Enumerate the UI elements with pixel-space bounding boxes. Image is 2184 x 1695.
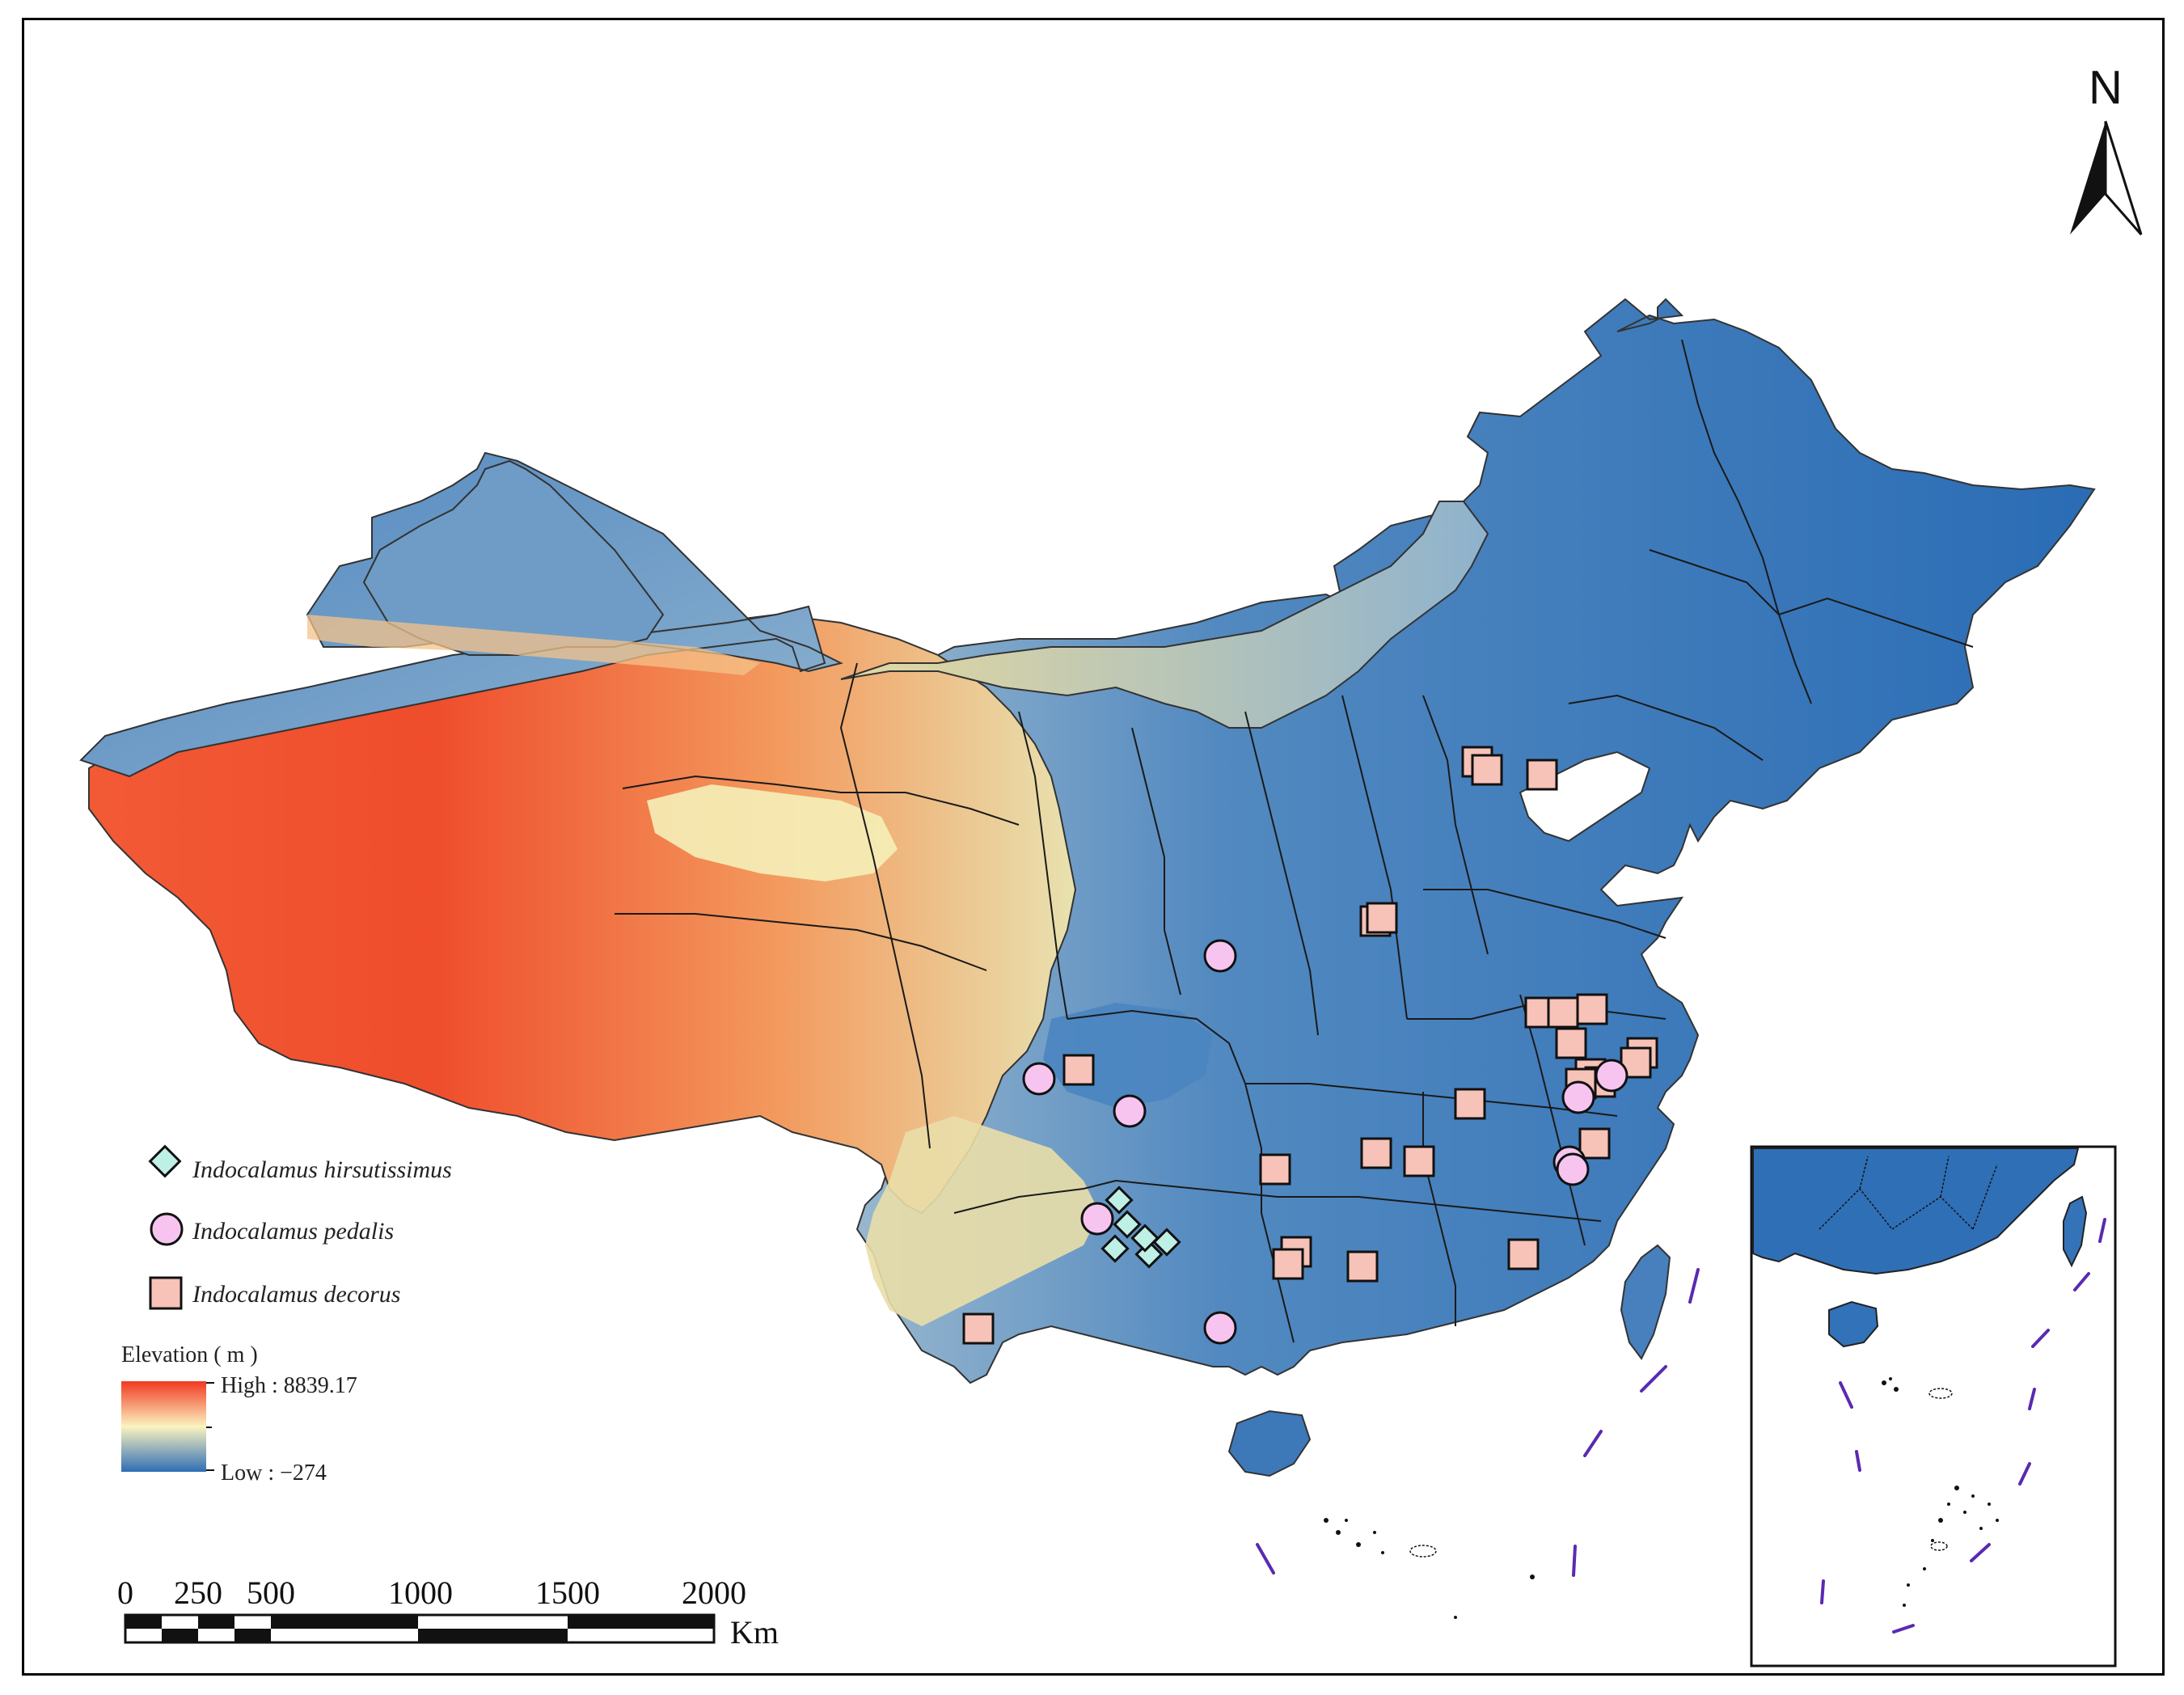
scale-tick-500: 500 xyxy=(247,1575,295,1611)
hainan-island xyxy=(1227,1410,1312,1477)
elevation-high-label: High : 8839.17 xyxy=(221,1373,357,1398)
inset-islands xyxy=(1882,1377,1999,1607)
qaidam-basin xyxy=(647,784,898,881)
elevation-legend: Elevation ( m ) High : 8839.17 Low : −27… xyxy=(121,1342,357,1486)
yunnan-highlands xyxy=(865,1116,1100,1326)
china-east-land xyxy=(840,298,2096,1384)
scale-tick-1000: 1000 xyxy=(388,1575,453,1611)
pedalis-point xyxy=(1595,1059,1628,1093)
scale-tick-2000: 2000 xyxy=(682,1575,746,1611)
north-arrow-icon xyxy=(2070,121,2106,235)
decorus-point xyxy=(1555,1027,1587,1059)
pedalis-point xyxy=(1203,939,1237,973)
elevation-colorbar xyxy=(121,1381,206,1472)
legend-pedalis: Indocalamus pedalis xyxy=(192,1218,394,1245)
points-hirsutissimus xyxy=(1100,1186,1181,1269)
scale-bar: 0 250 500 1000 1500 2000 Km xyxy=(117,1575,779,1651)
hirsutissimus-point xyxy=(1113,1210,1142,1239)
scale-unit: Km xyxy=(730,1614,779,1651)
species-legend: Indocalamus hirsutissimus Indocalamus pe… xyxy=(148,1144,452,1310)
north-label: N xyxy=(2089,61,2123,114)
elevation-title: Elevation ( m ) xyxy=(121,1342,258,1367)
decorus-point xyxy=(1454,1088,1486,1120)
square-icon xyxy=(149,1276,183,1310)
decorus-point xyxy=(1259,1153,1291,1186)
decorus-point xyxy=(1547,996,1579,1029)
hirsutissimus-point xyxy=(1130,1224,1160,1253)
decorus-point xyxy=(962,1312,995,1345)
legend-hirsutissimus: Indocalamus hirsutissimus xyxy=(192,1156,452,1183)
decorus-point xyxy=(1360,1137,1392,1169)
circle-icon xyxy=(150,1212,184,1246)
inset-hainan xyxy=(1828,1300,1879,1348)
scs-islands xyxy=(1324,1518,1535,1619)
legend-decorus: Indocalamus decorus xyxy=(192,1281,400,1308)
inset-taiwan xyxy=(2063,1195,2088,1268)
decorus-point xyxy=(1403,1145,1435,1177)
decorus-point xyxy=(1507,1238,1540,1270)
bohai-sea xyxy=(1519,750,1651,843)
pedalis-point xyxy=(1113,1094,1147,1128)
decorus-point xyxy=(1471,754,1503,786)
nine-dash-line xyxy=(1256,1268,1700,1577)
decorus-point xyxy=(1578,1127,1611,1160)
scale-tick-1500: 1500 xyxy=(535,1575,600,1611)
scs-inset xyxy=(1750,1145,2117,1668)
hirsutissimus-point xyxy=(1100,1234,1130,1263)
decorus-point xyxy=(1366,902,1398,934)
inset-land xyxy=(1752,1148,2080,1275)
taiwan-island xyxy=(1620,1244,1671,1360)
hirsutissimus-point xyxy=(1152,1228,1181,1257)
diamond-icon xyxy=(148,1144,182,1178)
decorus-point xyxy=(1526,759,1558,791)
inset-nine-dash-line xyxy=(1820,1218,2106,1634)
tianshan-ridge xyxy=(307,615,760,675)
inset-grid-lines xyxy=(1819,1156,1998,1231)
pedalis-point xyxy=(1561,1080,1595,1114)
decorus-point xyxy=(1062,1054,1095,1086)
pedalis-point xyxy=(1080,1202,1114,1236)
north-arrow: N xyxy=(2070,61,2143,235)
pedalis-point xyxy=(1556,1152,1590,1186)
decorus-point xyxy=(1272,1248,1304,1280)
scale-tick-0: 0 xyxy=(117,1575,133,1611)
hirsutissimus-point xyxy=(1105,1186,1134,1215)
points-pedalis xyxy=(1022,939,1628,1345)
pedalis-point xyxy=(1022,1062,1056,1096)
pedalis-point xyxy=(1203,1311,1237,1345)
scale-tick-250: 250 xyxy=(174,1575,222,1611)
inner-mongolia xyxy=(840,501,1489,729)
dzungaria-north xyxy=(362,459,665,656)
decorus-point xyxy=(1346,1250,1379,1283)
decorus-point xyxy=(1576,993,1608,1025)
elevation-low-label: Low : −274 xyxy=(221,1460,327,1486)
